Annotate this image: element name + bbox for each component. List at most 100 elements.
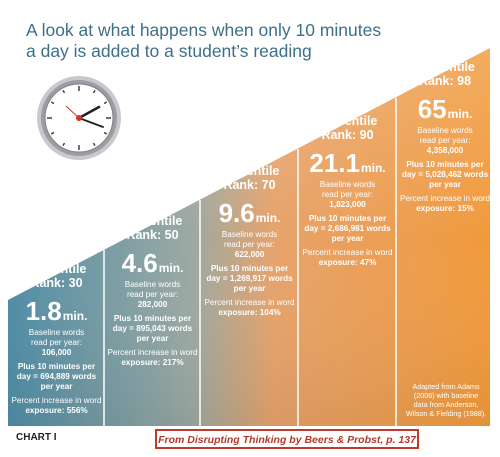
baseline-text: Baseline words read per year: 106,000 [10, 328, 103, 358]
clock-minute-hand [78, 117, 104, 128]
percent-line: Percent increase in word [399, 194, 491, 203]
credit-line: (2006) with baseline [413, 391, 479, 400]
plus-line: Plus 10 minutes per [113, 314, 192, 323]
percent-line: Percent increase in word [204, 298, 295, 307]
minutes-value: 65min. [398, 96, 492, 122]
plus-line: day = 1,269,917 words [206, 274, 293, 283]
source-credit: Adapted from Adams (2006) with baseline … [402, 382, 490, 418]
plus-line: day = 5,028,462 words [401, 170, 489, 179]
minutes-number: 1.8 [25, 296, 62, 326]
percentile-heading: Percentile Rank: 98 [398, 60, 492, 88]
baseline-line: Baseline words [319, 180, 376, 189]
minutes-number: 4.6 [121, 248, 158, 278]
percent-value: exposure: 217% [121, 358, 184, 367]
percentile-rank: Rank: 30 [30, 276, 83, 290]
plus-line: Plus 10 minutes per [17, 362, 96, 371]
plus-text: Plus 10 minutes per day = 1,269,917 word… [202, 264, 297, 294]
percentile-heading: Percentile Rank: 90 [300, 114, 395, 142]
title-line-1: A look at what happens when only 10 minu… [26, 20, 382, 40]
column-rank-70: Percentile Rank: 70 9.6min. Baseline wor… [202, 164, 297, 318]
minutes-unit: min. [447, 107, 473, 121]
plus-line: Plus 10 minutes per [406, 160, 484, 169]
baseline-line: read per year: [419, 136, 471, 145]
percent-line: Percent increase in word [302, 248, 393, 257]
credit-line: Adapted from Adams [412, 382, 480, 391]
plus-line: per year [429, 180, 461, 189]
percentile-label: Percentile [219, 164, 280, 178]
baseline-line: Baseline words [28, 328, 85, 337]
percent-value: exposure: 15% [416, 204, 474, 213]
minutes-value: 4.6min. [106, 250, 199, 276]
percentile-label: Percentile [26, 262, 87, 276]
minutes-unit: min. [255, 211, 281, 225]
baseline-line: Baseline words [221, 230, 278, 239]
percentile-rank: Rank: 90 [321, 128, 374, 142]
source-citation-box: From Disrupting Thinking by Beers & Prob… [155, 429, 419, 449]
plus-text: Plus 10 minutes per day = 694,889 words … [10, 362, 103, 392]
percentile-heading: Percentile Rank: 30 [10, 262, 103, 290]
baseline-value: 282,000 [137, 300, 168, 309]
plus-line: day = 895,043 words [112, 324, 193, 333]
percent-text: Percent increase in word exposure: 556% [10, 396, 103, 416]
percent-value: exposure: 104% [218, 308, 281, 317]
minutes-number: 9.6 [218, 198, 255, 228]
percentile-rank: Rank: 70 [223, 178, 276, 192]
percent-text: Percent increase in word exposure: 47% [300, 248, 395, 268]
baseline-value: 106,000 [41, 348, 72, 357]
percentile-rank: Rank: 98 [418, 74, 472, 88]
minutes-unit: min. [62, 309, 88, 323]
percentile-label: Percentile [317, 114, 378, 128]
chart-label: CHART I [16, 432, 57, 443]
plus-line: day = 2,686,981 words [304, 224, 391, 233]
plus-line: Plus 10 minutes per [210, 264, 289, 273]
clock-hour-hand [77, 105, 101, 120]
percent-value: exposure: 47% [318, 258, 377, 267]
column-rank-50: Percentile Rank: 50 4.6min. Baseline wor… [106, 214, 199, 368]
minutes-number: 65 [417, 94, 447, 124]
minutes-unit: min. [360, 161, 386, 175]
title-line-2: a day is added to a student’s reading [26, 41, 312, 61]
plus-line: per year [40, 382, 73, 391]
gradient-shading [8, 48, 490, 426]
plus-line: per year [331, 234, 364, 243]
baseline-line: Baseline words [417, 126, 473, 135]
plus-line: day = 694,889 words [16, 372, 97, 381]
baseline-line: Baseline words [124, 280, 181, 289]
credit-line: data from Anderson, [413, 400, 479, 409]
percentile-label: Percentile [415, 60, 475, 74]
baseline-line: read per year: [224, 240, 275, 249]
plus-text: Plus 10 minutes per day = 895,043 words … [106, 314, 199, 344]
column-rank-98: Percentile Rank: 98 65min. Baseline word… [398, 60, 492, 214]
column-rank-30: Percentile Rank: 30 1.8min. Baseline wor… [10, 262, 103, 416]
percent-value: exposure: 556% [25, 406, 88, 415]
baseline-line: read per year: [127, 290, 178, 299]
minutes-unit: min. [158, 261, 184, 275]
credit-line: Wilson & Fielding (1988). [405, 409, 487, 418]
plus-text: Plus 10 minutes per day = 5,028,462 word… [398, 160, 492, 190]
plus-text: Plus 10 minutes per day = 2,686,981 word… [300, 214, 395, 244]
baseline-value: 4,358,000 [426, 146, 464, 155]
baseline-text: Baseline words read per year: 622,000 [202, 230, 297, 260]
percentile-label: Percentile [122, 214, 183, 228]
percent-line: Percent increase in word [11, 396, 102, 405]
plus-line: per year [136, 334, 169, 343]
minutes-value: 1.8min. [10, 298, 103, 324]
percent-line: Percent increase in word [107, 348, 198, 357]
minutes-value: 9.6min. [202, 200, 297, 226]
baseline-line: read per year: [322, 190, 373, 199]
percent-text: Percent increase in word exposure: 15% [398, 194, 492, 214]
baseline-text: Baseline words read per year: 282,000 [106, 280, 199, 310]
plus-line: per year [233, 284, 266, 293]
percentile-heading: Percentile Rank: 50 [106, 214, 199, 242]
baseline-value: 622,000 [234, 250, 265, 259]
baseline-text: Baseline words read per year: 4,358,000 [398, 126, 492, 156]
percentile-heading: Percentile Rank: 70 [202, 164, 297, 192]
baseline-text: Baseline words read per year: 1,823,000 [300, 180, 395, 210]
clock-icon [37, 76, 121, 160]
minutes-value: 21.1min. [300, 150, 395, 176]
source-citation-text: From Disrupting Thinking by Beers & Prob… [158, 434, 416, 446]
percent-text: Percent increase in word exposure: 104% [202, 298, 297, 318]
baseline-value: 1,823,000 [329, 200, 366, 209]
